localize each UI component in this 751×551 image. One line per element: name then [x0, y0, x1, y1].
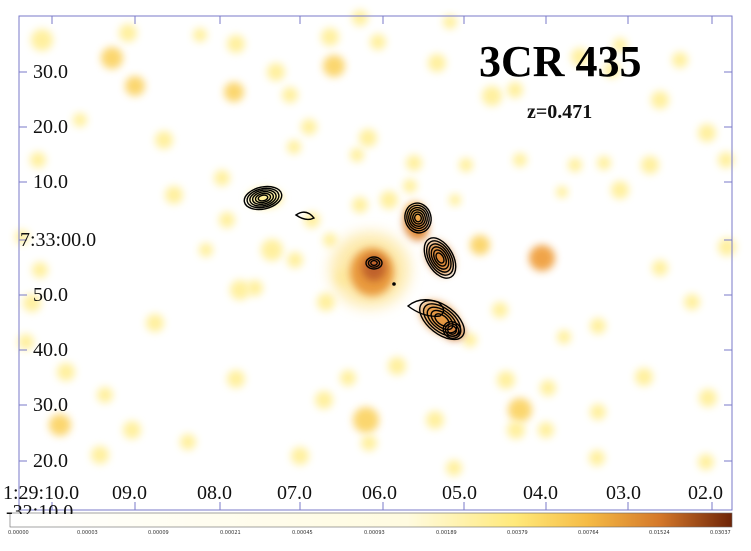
- x-tick-label: 02.0: [688, 482, 723, 504]
- x-tick-label: 05.0: [442, 482, 477, 504]
- colorbar-label: 0.00009: [148, 530, 169, 536]
- colorbar-label: 0.00764: [578, 530, 599, 536]
- x-tick-label: 07.0: [277, 482, 312, 504]
- x-tick-label: 06.0: [362, 482, 397, 504]
- colorbar: [9, 512, 733, 528]
- y-tick-label: 30.0: [33, 61, 68, 83]
- source-name: 3CR 435: [479, 37, 642, 86]
- y-tick-label: 20.0: [33, 116, 68, 138]
- colorbar-label: 0.00003: [77, 530, 98, 536]
- plot-frame: [18, 15, 733, 511]
- x-tick-label: 03.0: [606, 482, 641, 504]
- radio-contours: [243, 185, 465, 341]
- colorbar-label: 0.01524: [649, 530, 670, 536]
- y-tick-label: 20.0: [33, 450, 68, 472]
- y-tick-label: 50.0: [33, 284, 68, 306]
- colorbar-label: 0.03037: [710, 530, 731, 536]
- x-tick-label: 04.0: [523, 482, 558, 504]
- colorbar-label: 0.00045: [292, 530, 313, 536]
- redshift-label: z=0.471: [527, 101, 593, 123]
- colorbar-label: 0.00021: [220, 530, 241, 536]
- y-tick-label: 40.0: [33, 339, 68, 361]
- colorbar-label: 0.00093: [364, 530, 385, 536]
- emission-blobs: [15, 10, 736, 476]
- x-tick-label: 09.0: [112, 482, 147, 504]
- cutoff-tick-label: -32:10.0: [6, 502, 74, 514]
- y-tick-label: 10.0: [33, 171, 68, 193]
- y-tick-label: 30.0: [33, 394, 68, 416]
- colorbar-label: 0.00189: [436, 530, 457, 536]
- frame-ticks: [19, 16, 732, 510]
- y-tick-label: 7:33:00.0: [20, 229, 97, 251]
- colorbar-label: 0.00379: [507, 530, 528, 536]
- colorbar-label: 0.00000: [8, 530, 29, 536]
- x-tick-label: 1:29:10.0: [3, 482, 80, 504]
- x-tick-label: 08.0: [197, 482, 232, 504]
